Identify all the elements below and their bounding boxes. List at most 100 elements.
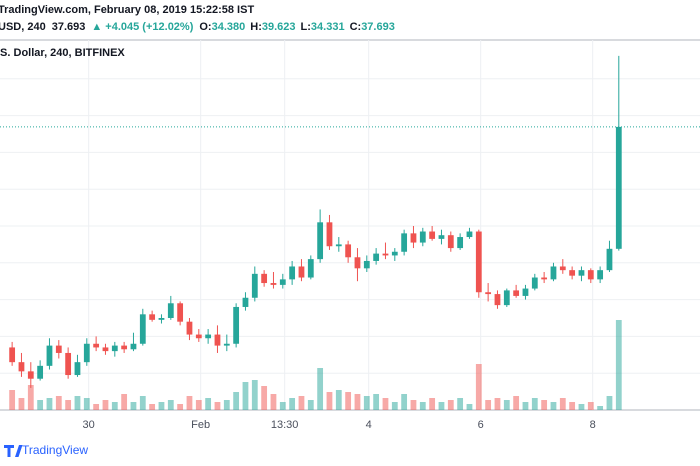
volume-bar: [391, 402, 398, 410]
x-tick-label: 4: [366, 419, 372, 431]
candle-body: [317, 222, 324, 260]
candle-body: [9, 347, 16, 363]
candle-body: [307, 259, 314, 278]
candle-body: [65, 352, 72, 376]
candle-body: [345, 244, 352, 258]
volume-bar: [466, 404, 473, 410]
volume-bar: [167, 400, 174, 410]
volume-bar: [354, 394, 361, 410]
chart-title: TradingView.com, February 08, 2019 15:22…: [0, 4, 254, 16]
legend-line: USD, 240 37.693 ▲ +4.045 (+12.02%) O: 34.380…: [0, 21, 395, 33]
volume-bar: [522, 402, 529, 410]
volume-bar: [447, 400, 454, 410]
legend-text: 37.693: [361, 21, 395, 33]
candle-body: [270, 283, 277, 285]
candle-body: [205, 334, 212, 339]
volume-bar: [503, 400, 510, 410]
candle-body: [326, 222, 333, 247]
candle-body: [111, 345, 118, 352]
volume-bar: [65, 400, 72, 410]
volume-bar: [214, 402, 221, 410]
volume-bar: [149, 404, 156, 410]
volume-bar: [569, 402, 576, 410]
volume-bar: [419, 402, 426, 410]
volume-bar: [401, 394, 408, 410]
candle-body: [18, 362, 25, 372]
volume-bar: [606, 396, 613, 410]
candle-body: [513, 290, 520, 296]
volume-bar: [177, 404, 184, 410]
candle-body: [559, 266, 566, 271]
volume-bar: [382, 398, 389, 410]
volume-bar: [513, 396, 520, 410]
candle-body: [298, 266, 305, 278]
candle-body: [354, 257, 361, 269]
volume-bar: [55, 396, 62, 410]
volume-bar: [121, 394, 128, 410]
candle-body: [121, 345, 128, 350]
volume-bar: [298, 396, 305, 410]
volume-bar: [102, 400, 109, 410]
legend-text: C:: [350, 21, 362, 33]
candle-body: [363, 260, 370, 269]
candle-body: [541, 277, 548, 280]
volume-bar: [18, 398, 25, 410]
candle-body: [158, 318, 165, 320]
legend-text: 34.331: [311, 21, 345, 33]
candle-body: [130, 343, 137, 350]
volume-bar: [233, 392, 240, 410]
volume-bar: [261, 386, 268, 410]
volume-bar: [335, 390, 342, 410]
candle-body: [177, 303, 184, 322]
legend-text: H:: [250, 21, 262, 33]
brand-logo: TradingView: [4, 443, 88, 457]
x-tick-label: 6: [478, 419, 484, 431]
candle-body: [382, 253, 389, 256]
legend-text: 34.380: [212, 21, 246, 33]
candle-body: [93, 343, 100, 348]
volume-bar: [307, 400, 314, 410]
series-subtitle: .S. Dollar, 240, BITFINEX: [0, 47, 125, 59]
candle-body: [606, 248, 613, 271]
volume-bar: [251, 380, 258, 410]
candle-body: [261, 273, 268, 284]
candle-body: [531, 277, 538, 289]
candle-body: [167, 303, 174, 318]
candle-body: [494, 294, 501, 306]
candle-body: [503, 290, 510, 306]
candle-body: [429, 231, 436, 239]
candle-body: [233, 306, 240, 344]
candle-body: [485, 292, 492, 295]
volume-bar: [158, 402, 165, 410]
volume-bar: [37, 400, 44, 410]
x-tick-label: Feb: [191, 419, 210, 431]
candle-body: [391, 251, 398, 256]
candle-body: [223, 343, 230, 346]
candle-body: [74, 362, 81, 376]
candles: [0, 55, 700, 388]
volume-bar: [578, 404, 585, 410]
volume-bar: [615, 320, 622, 410]
volume-bar: [83, 398, 90, 410]
volume-bar: [9, 390, 16, 410]
volume-bar: [279, 402, 286, 410]
candle-body: [251, 273, 258, 298]
candle-body: [37, 365, 44, 379]
candle-body: [139, 314, 146, 344]
legend-text: O:: [199, 21, 211, 33]
candle-body: [457, 237, 464, 249]
logo-icon: [4, 445, 23, 457]
volume: [9, 320, 622, 410]
candle-body: [597, 270, 604, 280]
volume-bar: [326, 392, 333, 410]
volume-bar: [457, 398, 464, 410]
candle-body: [438, 235, 445, 239]
volume-bar: [475, 364, 482, 410]
candle-body: [186, 321, 193, 335]
volume-bar: [373, 394, 380, 410]
x-tick-label: 8: [590, 419, 596, 431]
candle-body: [214, 334, 221, 346]
candle-body: [401, 233, 408, 252]
volume-bar: [429, 398, 436, 410]
